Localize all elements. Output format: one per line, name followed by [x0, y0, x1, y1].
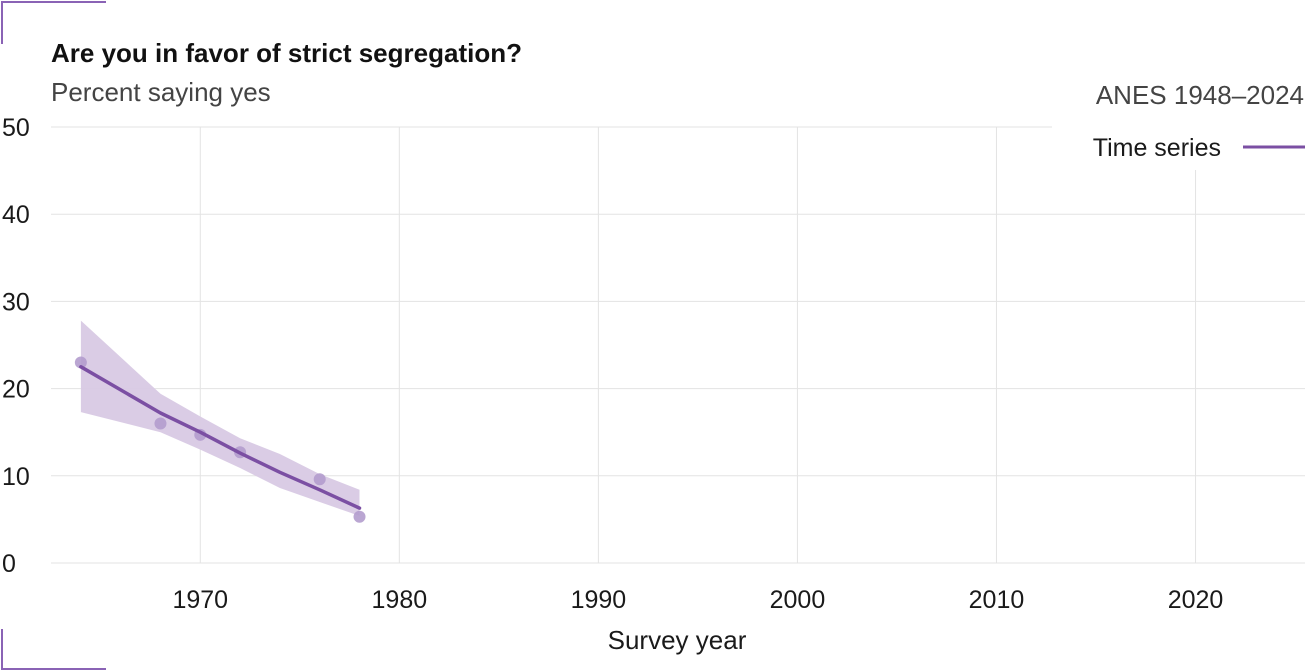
- frame-corner-top-left: [1, 1, 106, 44]
- grid: [51, 126, 1305, 564]
- x-tick-label-2020: 2020: [1168, 586, 1224, 614]
- legend-label-time-series: Time series: [1093, 134, 1221, 162]
- chart-source: ANES 1948–2024: [1096, 80, 1304, 110]
- data-point-1964: [74, 356, 87, 369]
- data-point-1968: [154, 417, 167, 430]
- frame-corner-bottom-left: [1, 629, 106, 670]
- x-tick-label-1990: 1990: [571, 586, 627, 614]
- x-tick-label-1970: 1970: [172, 586, 228, 614]
- y-tick-label-30: 30: [2, 288, 30, 316]
- y-axis: 0 10 20 30 40 50: [2, 114, 30, 578]
- chart-title: Are you in favor of strict segregation?: [51, 38, 522, 68]
- x-axis: 1970 1980 1990 2000 2010 2020: [172, 586, 1223, 614]
- y-tick-label-10: 10: [2, 463, 30, 491]
- chart-subtitle: Percent saying yes: [51, 77, 271, 107]
- x-tick-label-2010: 2010: [969, 586, 1025, 614]
- data-point-1978: [353, 510, 366, 523]
- y-tick-label-0: 0: [2, 550, 16, 578]
- y-tick-label-20: 20: [2, 376, 30, 404]
- x-tick-label-2000: 2000: [770, 586, 826, 614]
- series-line-time-series: [79, 365, 362, 510]
- x-axis-label: Survey year: [608, 625, 747, 655]
- y-tick-label-50: 50: [2, 114, 30, 142]
- plot-area: [74, 320, 366, 523]
- data-point-1976: [313, 473, 326, 486]
- legend: Time series: [1052, 124, 1305, 170]
- x-tick-label-1980: 1980: [372, 586, 428, 614]
- confidence-band: [80, 320, 360, 516]
- y-tick-label-40: 40: [2, 201, 30, 229]
